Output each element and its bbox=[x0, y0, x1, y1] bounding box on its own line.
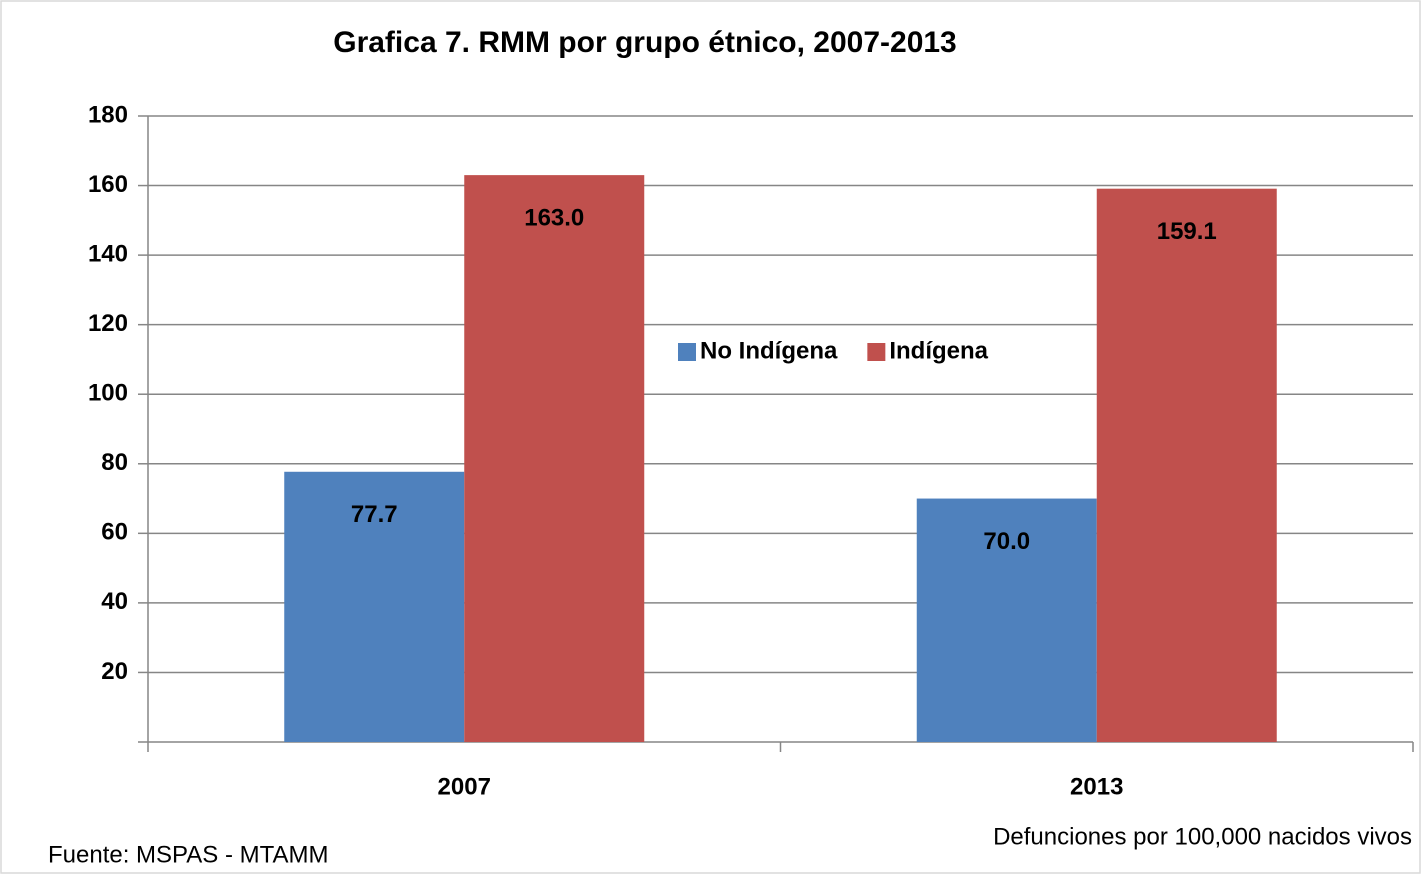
y-tick-label: 140 bbox=[88, 240, 128, 267]
y-tick-label: 180 bbox=[88, 101, 128, 128]
bar bbox=[284, 471, 465, 742]
y-tick-label: 20 bbox=[101, 658, 128, 685]
source-note: Fuente: MSPAS - MTAMM bbox=[48, 841, 329, 868]
y-tick-label: 120 bbox=[88, 310, 128, 337]
y-tick-label: 60 bbox=[101, 519, 128, 546]
bar bbox=[464, 175, 645, 743]
x-tick-label: 2007 bbox=[438, 773, 491, 800]
bar bbox=[916, 498, 1097, 742]
x-tick-label: 2013 bbox=[1070, 773, 1123, 800]
y-tick-label: 40 bbox=[101, 588, 128, 615]
legend-swatch bbox=[867, 343, 886, 361]
data-label: 159.1 bbox=[1157, 218, 1217, 245]
data-label: 70.0 bbox=[983, 528, 1030, 555]
chart-title: Grafica 7. RMM por grupo étnico, 2007-20… bbox=[333, 26, 957, 59]
y-tick-label: 80 bbox=[101, 449, 128, 476]
data-label: 77.7 bbox=[351, 501, 398, 528]
data-label: 163.0 bbox=[524, 204, 584, 231]
legend-swatch bbox=[678, 343, 696, 361]
bar bbox=[1096, 188, 1277, 743]
legend-label: Indígena bbox=[889, 337, 988, 364]
y-tick-label: 160 bbox=[88, 171, 128, 198]
unit-note: Defunciones por 100,000 nacidos vivos bbox=[993, 823, 1412, 850]
legend-label: No Indígena bbox=[700, 337, 838, 364]
y-tick-label: 100 bbox=[88, 380, 128, 407]
